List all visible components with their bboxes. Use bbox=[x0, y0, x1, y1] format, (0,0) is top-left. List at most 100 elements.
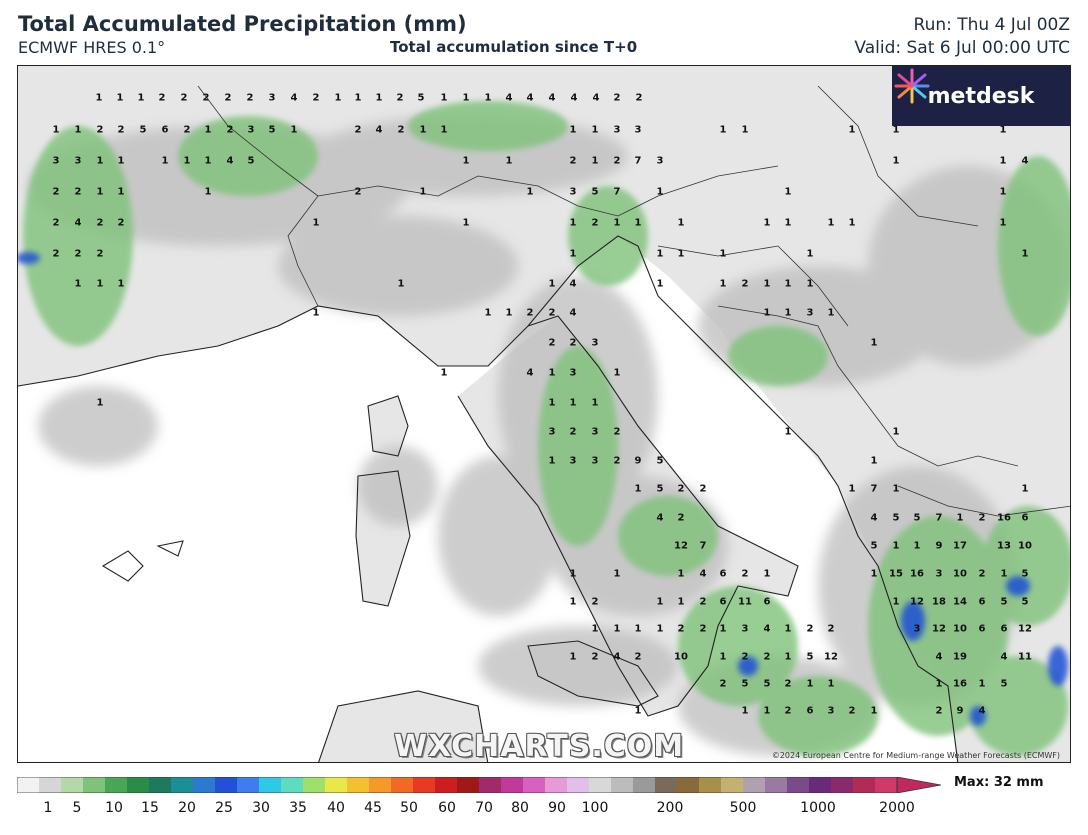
precip-value-label: 1 bbox=[613, 217, 621, 229]
heavy-rain-cores bbox=[18, 252, 1068, 726]
precip-value-label: 10 bbox=[953, 568, 967, 580]
precip-value-label: 5 bbox=[1021, 596, 1029, 608]
precip-value-label: 2 bbox=[613, 92, 621, 104]
scale-tick-label: 15 bbox=[141, 800, 159, 816]
scale-tick-label: 60 bbox=[438, 800, 456, 816]
precip-value-label: 1 bbox=[677, 568, 685, 580]
scale-tick-label: 70 bbox=[475, 800, 493, 816]
precip-value-label: 3 bbox=[569, 186, 577, 198]
precip-value-label: 1 bbox=[204, 155, 212, 167]
precip-value-label: 1 bbox=[656, 623, 664, 635]
precip-value-label: 3 bbox=[591, 426, 599, 438]
precip-value-label: 3 bbox=[591, 337, 599, 349]
precip-value-label: 1 bbox=[95, 92, 103, 104]
precip-value-label: 3 bbox=[74, 155, 82, 167]
precip-value-label: 1 bbox=[440, 92, 448, 104]
scale-color-cell bbox=[633, 777, 656, 793]
precip-value-label: 1 bbox=[634, 483, 642, 495]
precip-value-label: 16 bbox=[910, 568, 924, 580]
scale-tick-label: 30 bbox=[252, 800, 270, 816]
precip-value-label: 2 bbox=[548, 337, 556, 349]
precip-value-label: 1 bbox=[763, 217, 771, 229]
precip-value-label: 12 bbox=[674, 540, 688, 552]
precip-value-label: 4 bbox=[699, 568, 707, 580]
scale-color-cell bbox=[677, 777, 700, 793]
precip-value-label: 6 bbox=[978, 623, 986, 635]
scale-tick-label: 20 bbox=[178, 800, 196, 816]
scale-tick-label: 45 bbox=[364, 800, 382, 816]
precip-value-label: 1 bbox=[892, 426, 900, 438]
precip-value-label: 1 bbox=[613, 367, 621, 379]
precip-value-label: 5 bbox=[892, 512, 900, 524]
precip-value-label: 3 bbox=[935, 568, 943, 580]
precip-value-label: 6 bbox=[719, 568, 727, 580]
precip-value-label: 1 bbox=[784, 651, 792, 663]
scale-color-cell bbox=[127, 777, 150, 793]
precip-value-label: 2 bbox=[591, 217, 599, 229]
precip-value-label: 2 bbox=[569, 155, 577, 167]
precip-value-label: 16 bbox=[953, 678, 967, 690]
precip-value-label: 1 bbox=[892, 155, 900, 167]
precip-value-label: 1 bbox=[137, 92, 145, 104]
precip-value-label: 2 bbox=[699, 623, 707, 635]
precip-value-label: 18 bbox=[932, 596, 946, 608]
precip-value-label: 1 bbox=[848, 124, 856, 136]
precip-value-label: 2 bbox=[935, 705, 943, 717]
precip-value-label: 1 bbox=[677, 248, 685, 260]
precip-value-label: 5 bbox=[591, 186, 599, 198]
precip-value-label: 5 bbox=[247, 155, 255, 167]
precip-value-label: 1 bbox=[784, 217, 792, 229]
precip-value-label: 4 bbox=[74, 217, 82, 229]
precip-value-label: 2 bbox=[569, 337, 577, 349]
precip-value-label: 1 bbox=[117, 155, 125, 167]
scale-tick-label: 1000 bbox=[800, 800, 836, 816]
precip-value-label: 5 bbox=[139, 124, 147, 136]
precip-value-label: 2 bbox=[354, 186, 362, 198]
precip-value-label: 16 bbox=[997, 512, 1011, 524]
precip-value-label: 1 bbox=[548, 397, 556, 409]
precip-value-label: 1 bbox=[956, 512, 964, 524]
scale-end-arrow bbox=[896, 777, 941, 793]
precip-value-label: 4 bbox=[526, 92, 534, 104]
precip-value-label: 1 bbox=[806, 248, 814, 260]
color-scale-bar bbox=[17, 777, 941, 793]
precip-value-label: 1 bbox=[505, 307, 513, 319]
precip-value-label: 1 bbox=[591, 397, 599, 409]
precip-value-label: 6 bbox=[719, 596, 727, 608]
precip-value-label: 1 bbox=[96, 397, 104, 409]
precip-value-label: 15 bbox=[889, 568, 903, 580]
precip-value-label: 2 bbox=[183, 124, 191, 136]
run-time: Run: Thu 4 Jul 00Z bbox=[913, 15, 1070, 35]
precip-value-label: 4 bbox=[978, 705, 986, 717]
precip-value-label: 6 bbox=[806, 705, 814, 717]
precip-value-label: 5 bbox=[870, 540, 878, 552]
precip-value-label: 1 bbox=[96, 278, 104, 290]
scale-color-cell bbox=[193, 777, 216, 793]
precip-value-label: 2 bbox=[117, 217, 125, 229]
precip-value-label: 1 bbox=[569, 124, 577, 136]
precip-value-label: 1 bbox=[1021, 483, 1029, 495]
country-borders bbox=[197, 85, 1070, 517]
precip-value-label: 1 bbox=[978, 678, 986, 690]
model-label: ECMWF HRES 0.1° bbox=[18, 38, 166, 57]
precip-value-label: 6 bbox=[1000, 623, 1008, 635]
scale-color-cell bbox=[567, 777, 590, 793]
precip-value-label: 1 bbox=[569, 217, 577, 229]
precip-value-label: 2 bbox=[202, 92, 210, 104]
precip-value-label: 5 bbox=[1021, 568, 1029, 580]
precip-value-label: 3 bbox=[548, 426, 556, 438]
precip-value-label: 3 bbox=[613, 124, 621, 136]
precip-value-label: 1 bbox=[1000, 568, 1008, 580]
precip-value-label: 2 bbox=[96, 124, 104, 136]
precip-value-label: 5 bbox=[806, 651, 814, 663]
precip-value-label: 9 bbox=[935, 540, 943, 552]
precip-value-label: 11 bbox=[738, 596, 752, 608]
coastlines bbox=[18, 235, 959, 762]
precip-value-label: 4 bbox=[613, 651, 621, 663]
precip-value-label: 1 bbox=[440, 124, 448, 136]
precip-value-label: 1 bbox=[569, 568, 577, 580]
precip-value-label: 3 bbox=[634, 124, 642, 136]
precip-value-label: 1 bbox=[848, 483, 856, 495]
scale-color-cell bbox=[457, 777, 480, 793]
